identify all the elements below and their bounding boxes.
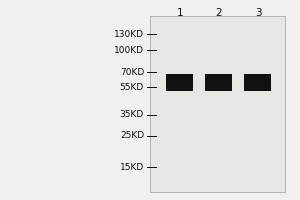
- Text: 35KD: 35KD: [120, 110, 144, 119]
- Text: 25KD: 25KD: [120, 131, 144, 140]
- Bar: [150, 16, 285, 192]
- Text: 55KD: 55KD: [120, 83, 144, 92]
- Bar: [206, 74, 233, 91]
- Text: 130KD: 130KD: [114, 30, 144, 39]
- Text: 15KD: 15KD: [120, 163, 144, 172]
- Text: 1: 1: [177, 8, 183, 18]
- Bar: [167, 74, 194, 91]
- Text: 70KD: 70KD: [120, 68, 144, 77]
- Text: 100KD: 100KD: [114, 46, 144, 55]
- Text: 3: 3: [255, 8, 261, 18]
- Bar: [244, 74, 272, 91]
- Text: 2: 2: [216, 8, 222, 18]
